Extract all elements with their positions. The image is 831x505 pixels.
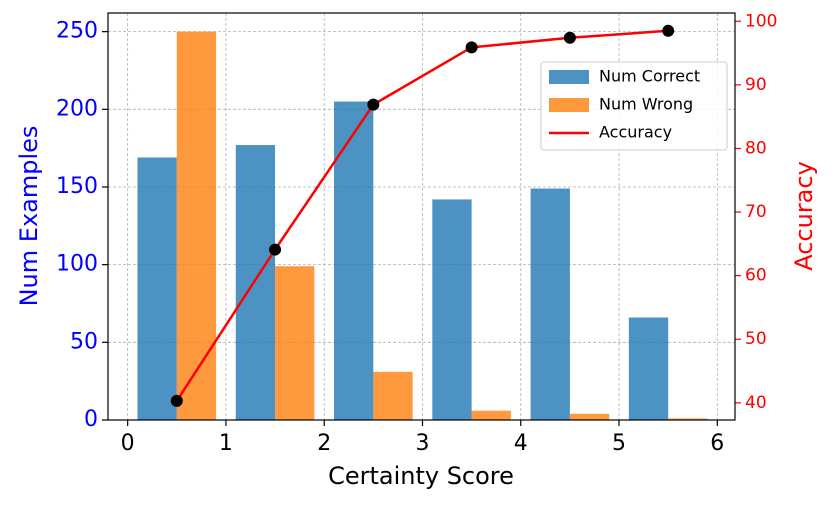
line [175, 29, 669, 402]
legend-label: Num Correct [599, 67, 700, 86]
y-tick-label: 0 [84, 407, 98, 432]
x-tick-label: 6 [710, 431, 724, 456]
bar [530, 188, 570, 420]
x-tick-label: 2 [317, 431, 331, 456]
bar [373, 371, 413, 420]
plot-frame [107, 12, 736, 421]
y2-axis-label: Accuracy [790, 161, 818, 271]
y-tick-label: 150 [56, 174, 98, 199]
y2-tick-label: 100 [745, 11, 777, 31]
bar [471, 410, 511, 420]
y2-tick-label: 70 [745, 202, 767, 222]
y-tick-label: 250 [56, 19, 98, 44]
y2-tick-label: 90 [745, 75, 767, 95]
bar [432, 199, 472, 420]
bar [569, 413, 610, 420]
marker [170, 394, 183, 407]
marker [367, 98, 380, 111]
x-tick-label: 1 [219, 431, 233, 456]
y-tick-label: 200 [56, 96, 98, 121]
y-tick-label: 50 [70, 329, 98, 354]
legend-swatch [549, 70, 589, 84]
x-tick-label: 0 [121, 431, 135, 456]
bar [668, 418, 708, 420]
marker [269, 243, 282, 256]
marker [465, 41, 478, 54]
legend-label: Num Wrong [599, 95, 693, 114]
marker [662, 24, 675, 37]
legend-swatch [549, 98, 589, 112]
marker [563, 31, 576, 44]
x-tick-label: 3 [415, 431, 429, 456]
y2-tick-label: 50 [745, 329, 767, 349]
y2-tick-label: 80 [745, 138, 767, 158]
bar [235, 145, 276, 420]
bar [628, 317, 669, 420]
x-axis-label: Certainty Score [328, 462, 514, 490]
bar [137, 157, 177, 420]
x-tick-label: 5 [612, 431, 626, 456]
x-tick-label: 4 [514, 431, 528, 456]
bar [275, 266, 315, 420]
bar [334, 101, 374, 420]
bar [176, 31, 217, 420]
y-axis-label: Num Examples [15, 126, 43, 307]
legend-label: Accuracy [599, 123, 672, 142]
y2-tick-label: 40 [745, 393, 767, 413]
y-tick-label: 100 [56, 252, 98, 277]
y2-tick-label: 60 [745, 266, 767, 286]
